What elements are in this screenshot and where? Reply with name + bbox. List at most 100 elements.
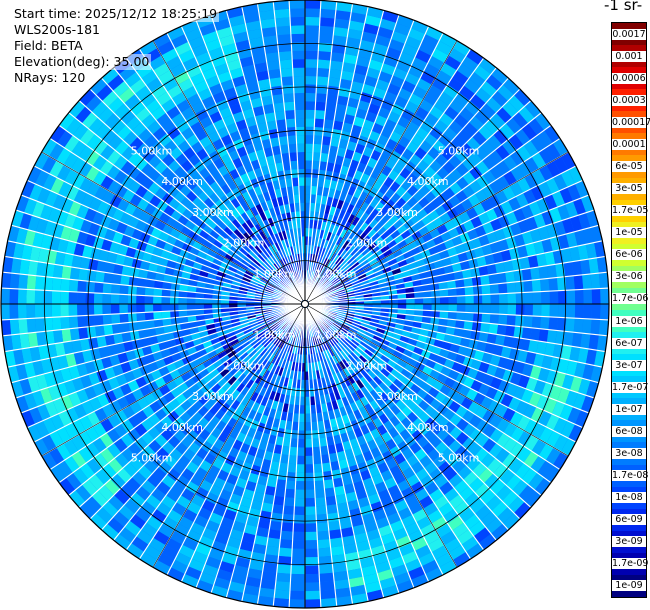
ray-bin [497, 238, 509, 252]
ray-bin [73, 403, 87, 419]
ray-bin [413, 315, 423, 323]
ray-bin [404, 100, 419, 114]
ray-bin [193, 514, 209, 528]
ray-bin [214, 409, 226, 421]
ray-bin [178, 297, 187, 304]
ray-bin [78, 268, 89, 282]
ray-bin [250, 226, 259, 236]
ray-bin [438, 318, 448, 327]
ray-bin [52, 316, 62, 331]
ray-bin [211, 540, 227, 553]
ray-bin [400, 353, 411, 364]
ray-bin [299, 202, 305, 212]
ray-bin [333, 320, 342, 327]
ray-bin [399, 383, 410, 395]
ray-bin [305, 379, 310, 389]
ray-bin [365, 111, 378, 123]
ray-bin [508, 95, 525, 112]
ray-bin [231, 520, 246, 533]
ray-bin [110, 473, 126, 490]
ray-bin [419, 99, 434, 113]
ray-bin [318, 265, 325, 274]
ray-bin [414, 291, 424, 299]
ray-bin [79, 501, 96, 519]
ray-bin [394, 95, 409, 109]
ray-bin [339, 327, 348, 334]
ray-bin [237, 334, 247, 342]
ray-bin [380, 308, 390, 313]
ray-bin [362, 573, 380, 585]
ray-bin [61, 265, 72, 280]
ray-gap [309, 303, 609, 321]
ray-bin [374, 236, 384, 246]
ray-bin [463, 471, 479, 486]
ray-bin [265, 442, 276, 453]
ray-bin [320, 144, 331, 154]
ray-bin [239, 496, 253, 508]
ray-bin [305, 59, 318, 68]
ray-bin [431, 48, 449, 63]
ray-bin [561, 438, 576, 456]
ray-bin [135, 142, 150, 158]
ray-bin [133, 249, 145, 261]
ray-bin [44, 371, 56, 388]
ray-bin [359, 201, 370, 212]
ray-bin [172, 269, 183, 278]
ray-bin [328, 251, 335, 261]
ray-bin [482, 438, 497, 453]
ray-bin [278, 269, 286, 278]
ray-bin [362, 450, 374, 462]
ray-bin [48, 356, 61, 372]
ray-bin [274, 356, 281, 366]
ray-bin [536, 197, 550, 214]
ray-bin [375, 79, 390, 92]
ray-bin [316, 530, 330, 541]
ray-bin [170, 317, 180, 326]
ray-bin [305, 565, 320, 575]
ray-bin [343, 483, 356, 494]
ray-bin [141, 445, 156, 460]
ray-bin [63, 341, 74, 355]
ray-bin [264, 272, 273, 280]
ray-bin [510, 222, 522, 237]
ray-bin [23, 198, 37, 216]
ray-bin [420, 277, 431, 286]
ray-bin [245, 198, 256, 209]
ray-bin [261, 502, 274, 513]
ray-bin [235, 269, 245, 277]
ray-bin [102, 314, 112, 326]
ray-bin [185, 461, 200, 474]
ray-bin [367, 228, 377, 239]
ray-bin [390, 229, 401, 240]
ray-bin [119, 109, 136, 125]
ray-bin [53, 264, 64, 279]
ray-bin [239, 56, 255, 68]
ray-bin [282, 437, 291, 447]
ray-bin [393, 234, 405, 245]
ray-bin [446, 453, 461, 468]
ray-bin [569, 346, 581, 362]
ray-bin [395, 254, 406, 263]
ray-bin [202, 373, 214, 384]
ray-bin [266, 317, 275, 324]
ray-bin [448, 473, 464, 488]
ray-bin [320, 322, 328, 331]
start-time-text: Start time: 2025/12/12 18:25:19 [12, 6, 220, 22]
ray-bin [79, 177, 93, 193]
ray-bin [536, 253, 547, 267]
ray-bin [123, 462, 138, 478]
ray-bin [271, 215, 279, 226]
ray-bin [343, 221, 352, 231]
ray-bin [174, 523, 190, 538]
ray-bin [259, 347, 268, 357]
ray-bin [451, 262, 462, 273]
ray-bin [156, 502, 172, 517]
ray-bin [272, 94, 284, 104]
ray-bin [108, 96, 125, 113]
ray-bin [352, 336, 362, 344]
ray-bin [48, 384, 61, 401]
ray-bin [40, 204, 53, 221]
ray-bin [75, 106, 92, 124]
ray-bin [152, 467, 167, 482]
ray-bin [146, 473, 162, 488]
